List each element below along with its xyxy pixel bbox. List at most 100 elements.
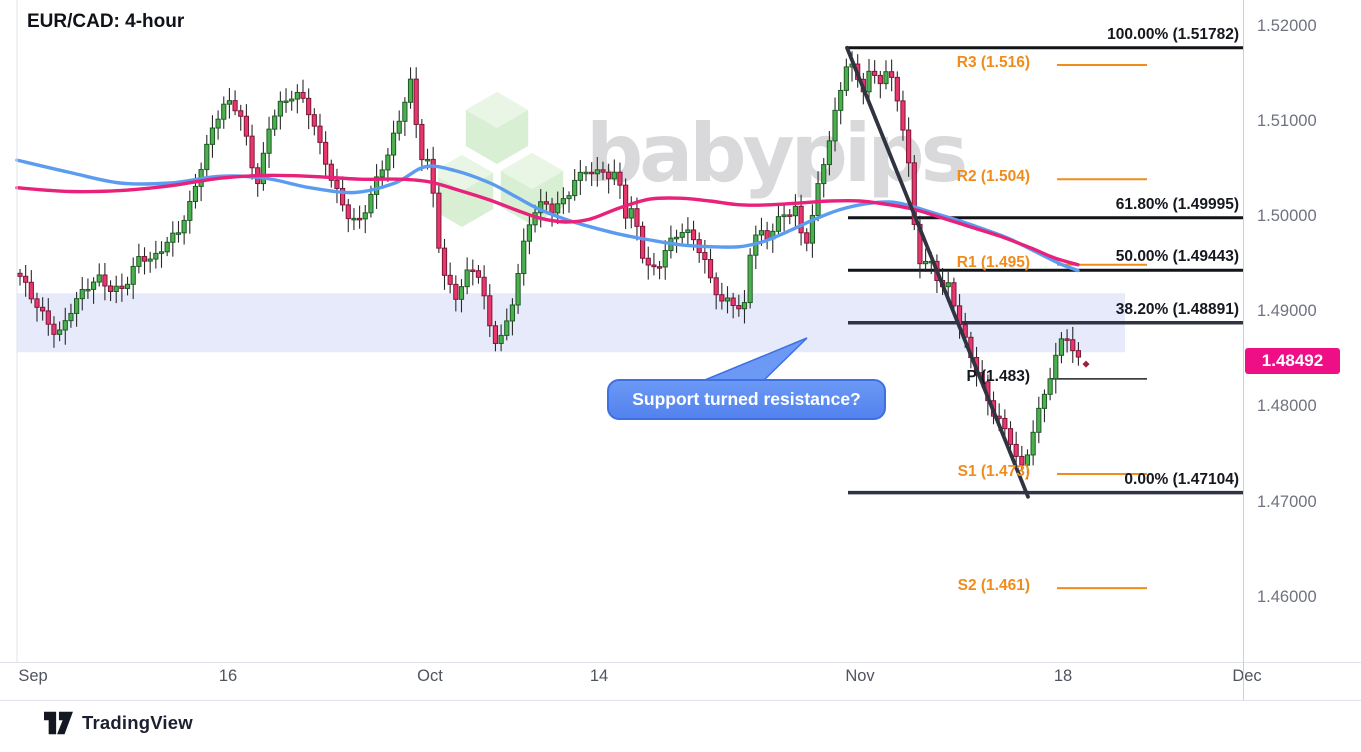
candle-body: [1070, 339, 1076, 352]
candle-body: [28, 281, 34, 300]
trend-line[interactable]: [845, 45, 1030, 499]
candle-body: [1002, 417, 1008, 430]
candle-body: [504, 320, 510, 336]
candle-body: [45, 310, 51, 325]
candle-body: [238, 110, 244, 117]
candle-body: [685, 229, 691, 233]
candle-body: [147, 258, 153, 262]
candle-body: [17, 272, 23, 277]
candle-body: [1024, 454, 1031, 466]
candle-body: [413, 78, 419, 125]
candle-body: [40, 306, 46, 312]
ma-pink-line: [15, 173, 1080, 267]
candle-body: [447, 274, 453, 285]
candle-body: [792, 205, 799, 217]
candle-body: [51, 323, 57, 335]
candle-body: [390, 132, 397, 156]
candle-body: [85, 288, 91, 292]
candle-body: [102, 274, 108, 287]
candle-body: [260, 152, 266, 185]
candle-body: [1019, 455, 1025, 466]
candle-body: [872, 70, 878, 76]
candle-body: [158, 251, 165, 254]
candle-body: [606, 171, 612, 180]
candle-body: [136, 256, 142, 267]
candle-body: [640, 225, 646, 259]
candle-body: [453, 283, 459, 300]
candle-body: [232, 100, 238, 112]
candle-body: [464, 269, 470, 288]
candle-body: [617, 171, 623, 186]
candle-body: [68, 312, 74, 322]
candle-body: [804, 232, 810, 244]
candle-body: [23, 275, 29, 283]
candle-body: [107, 285, 114, 292]
candle-body: [651, 264, 657, 268]
bottom-border: [0, 700, 1361, 701]
candle-body: [775, 216, 782, 232]
candle-body: [1036, 407, 1042, 433]
candle-body: [526, 224, 532, 242]
candle-body: [690, 229, 697, 241]
candle-body: [221, 103, 227, 120]
candle-body: [758, 230, 765, 236]
candle-body: [1075, 350, 1082, 358]
candle-body: [656, 266, 663, 269]
candle-body: [572, 179, 578, 197]
candle-body: [34, 298, 40, 308]
candle-body: [175, 232, 182, 235]
candle-body: [243, 115, 250, 137]
tradingview-logo[interactable]: TradingView: [42, 709, 193, 737]
callout-bubble[interactable]: Support turned resistance?: [607, 379, 886, 420]
candle-body: [566, 195, 572, 200]
candle-body: [815, 183, 821, 216]
candle-body: [826, 140, 832, 166]
candle-body: [589, 171, 595, 175]
candle-body: [628, 208, 634, 219]
candle-body: [90, 281, 97, 290]
candle-body: [883, 71, 889, 85]
candle-body: [470, 269, 476, 272]
candle-body: [340, 187, 346, 206]
candle-body: [866, 70, 872, 93]
candle-body: [713, 277, 719, 296]
candle-body: [583, 171, 589, 175]
candle-body: [272, 115, 278, 130]
candle-body: [481, 276, 487, 297]
candle-body: [436, 192, 442, 249]
candle-body: [498, 334, 504, 344]
candle-body: [357, 217, 363, 221]
candle-body: [707, 259, 714, 279]
candle-body: [283, 100, 289, 103]
candle-body: [821, 164, 827, 185]
candle-body: [430, 158, 436, 194]
candle-body: [877, 74, 883, 85]
tradingview-logo-text: TradingView: [82, 712, 193, 733]
candle-body: [764, 230, 770, 240]
candle-body: [798, 205, 804, 234]
candle-body: [441, 247, 448, 276]
candle-body: [306, 97, 312, 116]
candle-body: [594, 169, 600, 175]
candle-body: [623, 184, 629, 219]
candle-body: [838, 89, 844, 111]
candle-body: [515, 273, 521, 306]
candle-body: [164, 241, 170, 253]
tradingview-logo-icon: [44, 711, 73, 735]
candle-body: [1013, 443, 1019, 457]
ma-blue-line: [15, 158, 1080, 273]
candle-body: [634, 208, 640, 227]
candle-body: [215, 118, 221, 129]
candle-body: [1053, 354, 1059, 380]
candle-body: [130, 265, 136, 285]
candle-body: [424, 158, 431, 162]
candle-body: [181, 219, 187, 234]
candle-body: [1030, 431, 1036, 456]
candle-body: [549, 203, 555, 214]
candle-body: [560, 198, 566, 205]
candle-body: [900, 100, 906, 131]
candle-body: [487, 295, 493, 327]
candle-body: [889, 71, 895, 78]
